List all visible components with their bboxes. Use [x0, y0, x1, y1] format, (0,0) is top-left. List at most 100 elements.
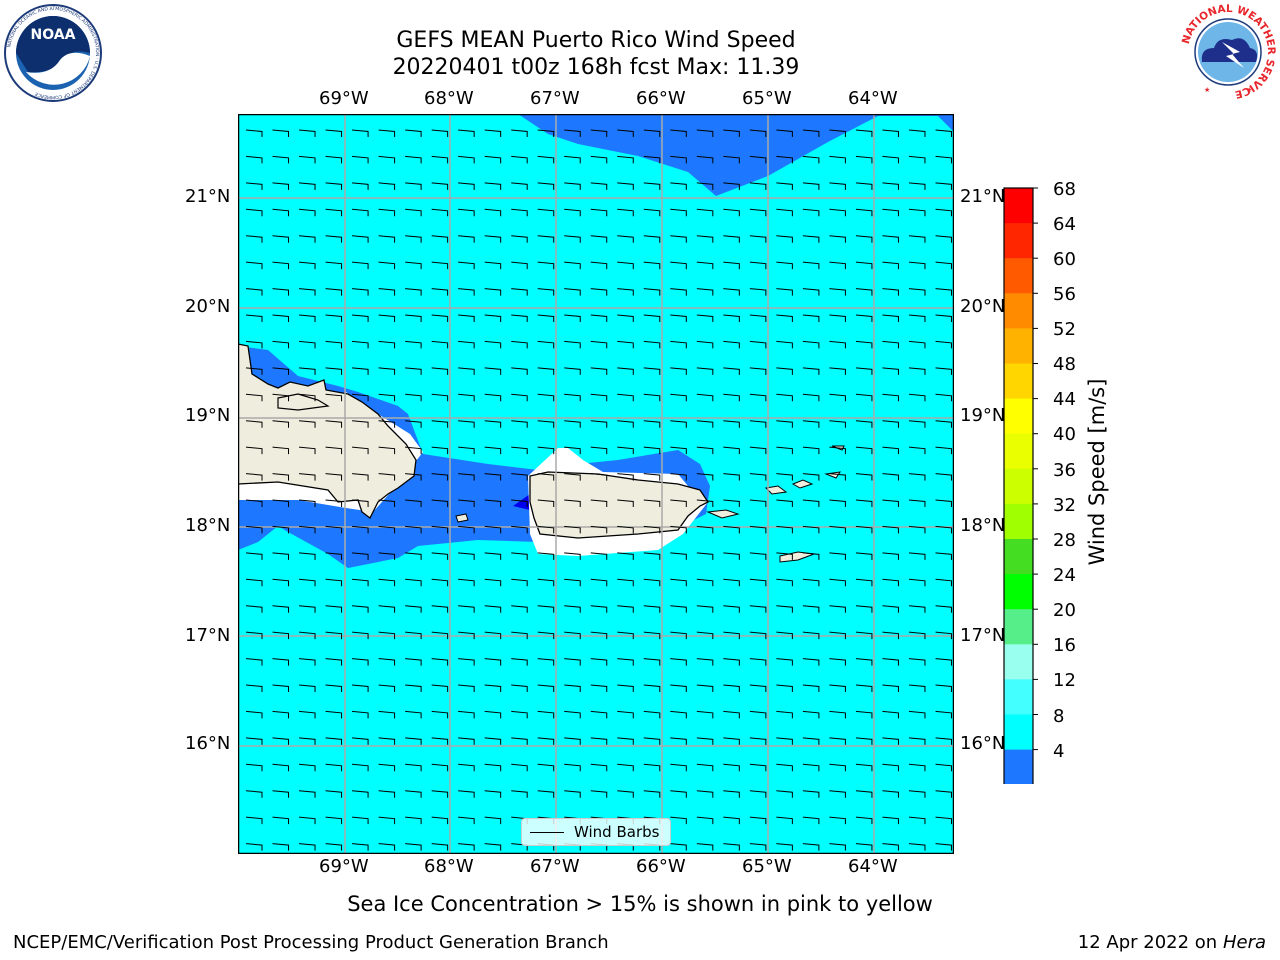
lon-label-bottom-64w: 64°W — [848, 856, 898, 877]
wind-barb — [802, 129, 820, 137]
wind-barb — [776, 763, 793, 772]
wind-barb — [882, 473, 899, 481]
land-mona — [455, 513, 469, 523]
wind-barb — [855, 710, 873, 719]
wind-barb — [458, 658, 475, 666]
wind-barb — [670, 710, 687, 719]
wind-barb — [245, 816, 263, 825]
colorbar-tick-44: 44 — [1053, 389, 1076, 410]
wind-barb — [245, 155, 263, 164]
wind-barb — [352, 155, 369, 164]
wind-barb — [378, 473, 396, 481]
wind-barb — [511, 525, 528, 534]
wind-barb — [829, 710, 846, 719]
wind-barb — [776, 235, 793, 243]
wind-barb — [749, 446, 767, 455]
wind-barb — [855, 473, 873, 481]
wind-barb — [670, 684, 687, 692]
wind-barb — [723, 129, 740, 137]
wind-barb — [352, 763, 369, 772]
wind-barb — [935, 155, 952, 164]
wind-barb — [749, 261, 767, 270]
wind-barb — [855, 790, 873, 798]
wind-barb — [537, 737, 555, 745]
wind-barb — [298, 763, 316, 772]
wind-barb — [272, 658, 290, 666]
wind-barb — [245, 737, 263, 745]
legend-label: Wind Barbs — [574, 823, 660, 841]
wind-barb — [882, 552, 899, 560]
wind-barb — [749, 737, 767, 745]
wind-barb — [908, 340, 926, 349]
wind-barb — [696, 843, 714, 851]
wind-barb — [829, 658, 846, 666]
wind-barb — [272, 473, 290, 481]
wind-barb — [272, 420, 290, 428]
wind-barb — [431, 763, 449, 772]
wind-barb — [352, 208, 369, 217]
wind-barb — [723, 155, 740, 164]
wind-barb — [882, 631, 899, 640]
wind-barb — [908, 155, 926, 164]
lat-label-right-17n: 17°N — [960, 625, 1006, 646]
wind-barb — [617, 208, 634, 217]
wind-barb — [405, 816, 422, 825]
wind-barb — [378, 393, 396, 402]
wind-barb — [590, 367, 608, 375]
wind-barb — [802, 525, 820, 534]
nws-logo: NATIONAL WEATHER SERVICE ★ ★ — [1178, 2, 1278, 102]
wind-barb — [590, 658, 608, 666]
wind-barb — [298, 340, 316, 349]
wind-barb — [829, 340, 846, 349]
wind-barb — [537, 208, 555, 217]
wind-barb — [564, 605, 581, 613]
wind-barb — [325, 129, 343, 137]
wind-barb — [696, 658, 714, 666]
wind-barb — [590, 261, 608, 270]
colorbar-tick-56: 56 — [1053, 284, 1076, 305]
wind-barb — [802, 235, 820, 243]
wind-barb — [802, 790, 820, 798]
wind-barb — [272, 816, 290, 825]
wind-barb — [484, 499, 502, 507]
lat-label-left-19n: 19°N — [185, 405, 231, 426]
lat-label-left-18n: 18°N — [185, 515, 231, 536]
wind-barb — [882, 208, 899, 217]
wind-barb — [855, 314, 873, 322]
wind-barb — [352, 816, 369, 825]
wind-barb — [855, 525, 873, 534]
wind-barb — [776, 446, 793, 455]
wind-barb — [670, 843, 687, 851]
wind-barb — [696, 367, 714, 375]
wind-barb — [670, 816, 687, 825]
wind-barb — [670, 499, 687, 507]
wind-barb — [696, 340, 714, 349]
wind-barb — [537, 790, 555, 798]
lat-label-right-18n: 18°N — [960, 515, 1006, 536]
wind-barb — [882, 155, 899, 164]
wind-barb — [935, 129, 952, 137]
wind-barb — [431, 499, 449, 507]
wind-barb — [405, 473, 422, 481]
wind-barb — [272, 288, 290, 296]
wind-barb — [511, 393, 528, 402]
wind-barb — [511, 737, 528, 745]
wind-barb — [325, 420, 343, 428]
land-vieques — [706, 509, 740, 519]
wind-barb — [378, 578, 396, 587]
wind-barb — [245, 499, 263, 507]
svg-text:★: ★ — [1204, 86, 1210, 94]
wind-barb — [272, 578, 290, 587]
colorbar-tick-4: 4 — [1053, 741, 1065, 762]
wind-barb — [590, 552, 608, 560]
colorbar-tick-20: 20 — [1053, 600, 1076, 621]
wind-barb — [696, 710, 714, 719]
colorbar-segment — [1004, 363, 1033, 400]
wind-barb — [670, 737, 687, 745]
wind-barb — [643, 684, 661, 692]
land-puerto-rico — [529, 471, 709, 539]
wind-barb — [829, 261, 846, 270]
wind-barb — [511, 235, 528, 243]
wind-barb — [696, 182, 714, 190]
lat-label-left-21n: 21°N — [185, 186, 231, 207]
